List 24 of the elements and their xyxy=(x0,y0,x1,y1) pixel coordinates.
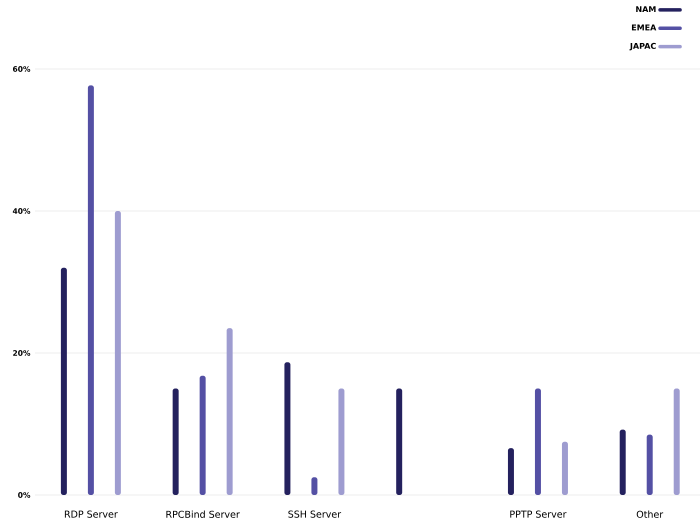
bar xyxy=(646,434,653,495)
x-tick-label: PPTP Server xyxy=(510,510,567,518)
bar xyxy=(674,388,680,495)
bar xyxy=(534,388,541,495)
bar xyxy=(311,477,318,495)
bar xyxy=(226,328,233,495)
bar xyxy=(338,388,344,495)
bar xyxy=(60,268,67,495)
bar xyxy=(284,362,290,495)
bar xyxy=(172,388,179,495)
bar xyxy=(396,388,402,495)
bar xyxy=(200,376,206,495)
bar xyxy=(508,448,514,495)
x-tick-label: RPCBind Server xyxy=(166,510,240,518)
legend-label: EMEA xyxy=(632,24,656,30)
legend-label: JAPAC xyxy=(629,42,656,50)
legend-label: NAM xyxy=(636,6,656,12)
bar xyxy=(88,85,94,495)
bar xyxy=(620,430,626,495)
bar xyxy=(562,442,568,495)
x-tick-label: Other xyxy=(636,510,664,518)
x-tick-label: RDP Server xyxy=(64,510,118,518)
x-tick-label: SSH Server xyxy=(288,510,342,518)
bar xyxy=(114,211,121,495)
